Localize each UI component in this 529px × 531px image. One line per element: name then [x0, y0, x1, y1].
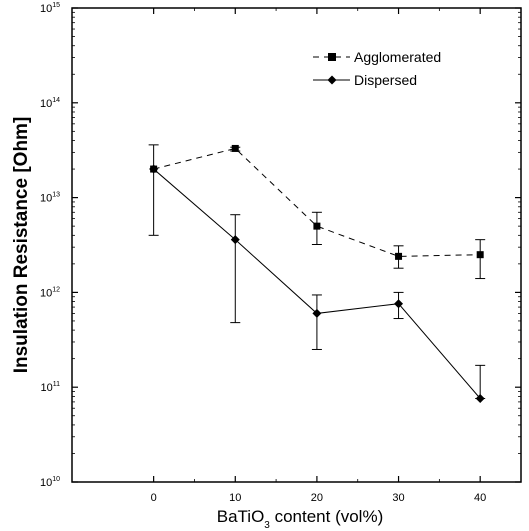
y-tick-label-base: 10: [40, 382, 52, 394]
legend: Agglomerated Dispersed: [313, 49, 441, 88]
point-dispersed-2: [312, 308, 322, 318]
y-tick-label-1: 1011: [40, 381, 60, 394]
y-tick-label-3: 1013: [40, 192, 60, 205]
x-axis-title-main: BaTiO: [217, 507, 265, 526]
y-axis-title: Insulation Resistance [Ohm]: [11, 117, 32, 374]
y-tick-label-exponent: 13: [52, 192, 60, 199]
y-tick-label-4: 1014: [40, 97, 60, 110]
legend-label-agglomerated: Agglomerated: [354, 49, 441, 65]
legend-label-dispersed: Dispersed: [354, 72, 417, 88]
point-dispersed-1: [230, 235, 240, 245]
legend-marker-dispersed: [327, 75, 337, 85]
plot-area: [71, 7, 522, 483]
point-agglomerated-4: [476, 251, 484, 259]
point-agglomerated-3: [395, 252, 403, 260]
y-tick-label-base: 10: [40, 98, 52, 110]
y-tick-label-base: 10: [40, 287, 52, 299]
y-tick-label-2: 1012: [40, 286, 60, 299]
x-tick-label-2: 20: [311, 492, 323, 504]
point-dispersed-3: [394, 299, 404, 309]
series-line-agglomerated: [153, 147, 481, 257]
y-tick-label-base: 10: [40, 193, 52, 205]
x-axis-title-rest: content (vol%): [270, 507, 383, 526]
y-tick-label-base: 10: [40, 3, 52, 15]
y-tick-label-exponent: 11: [53, 381, 60, 388]
x-axis-title-subscript: 3: [264, 520, 270, 531]
y-tick-label-5: 1015: [40, 2, 60, 15]
y-tick-label-0: 1010: [40, 476, 60, 489]
series-layer: [148, 144, 486, 403]
point-dispersed-0: [149, 164, 159, 174]
y-tick-label-exponent: 15: [52, 2, 60, 9]
x-tick-label-3: 30: [392, 492, 404, 504]
y-tick-label-exponent: 10: [52, 476, 60, 483]
minor-ticks: [72, 11, 521, 454]
y-tick-label-exponent: 12: [52, 286, 60, 293]
point-agglomerated-2: [313, 222, 321, 230]
x-tick-label-1: 10: [229, 492, 241, 504]
x-tick-label-0: 0: [151, 492, 157, 504]
y-tick-label-base: 10: [40, 477, 52, 489]
point-agglomerated-1: [231, 144, 239, 152]
point-dispersed-4: [475, 393, 485, 403]
y-tick-label-exponent: 14: [52, 97, 60, 104]
x-axis: 0 10 20 30 40: [151, 8, 522, 504]
x-tick-label-4: 40: [474, 492, 486, 504]
x-axis-title: BaTiO3 content (vol%): [217, 507, 384, 531]
legend-marker-agglomerated: [328, 53, 336, 61]
